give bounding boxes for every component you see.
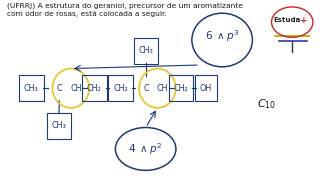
Text: CH₃: CH₃: [24, 84, 39, 93]
Text: CH: CH: [70, 84, 82, 93]
Text: CH₃: CH₃: [52, 121, 66, 130]
Text: OH: OH: [200, 84, 212, 93]
Text: $6\ \wedge p^3$: $6\ \wedge p^3$: [205, 28, 239, 44]
Text: +: +: [300, 16, 307, 25]
Text: CH₂: CH₂: [174, 84, 188, 93]
Text: (UFRRJ) A estrutura do geraniol, precursor de um aromatizante
com odor de rosas,: (UFRRJ) A estrutura do geraniol, precurs…: [7, 3, 243, 17]
Text: CH: CH: [157, 84, 168, 93]
Text: $C_{10}$: $C_{10}$: [257, 97, 276, 111]
Text: CH₂: CH₂: [113, 84, 128, 93]
Text: $4\ \wedge p^2$: $4\ \wedge p^2$: [128, 141, 163, 157]
Text: C: C: [57, 84, 62, 93]
Text: Estuda: Estuda: [274, 17, 301, 23]
Text: CH₂: CH₂: [87, 84, 102, 93]
Text: CH₃: CH₃: [139, 46, 153, 55]
Text: C: C: [143, 84, 149, 93]
